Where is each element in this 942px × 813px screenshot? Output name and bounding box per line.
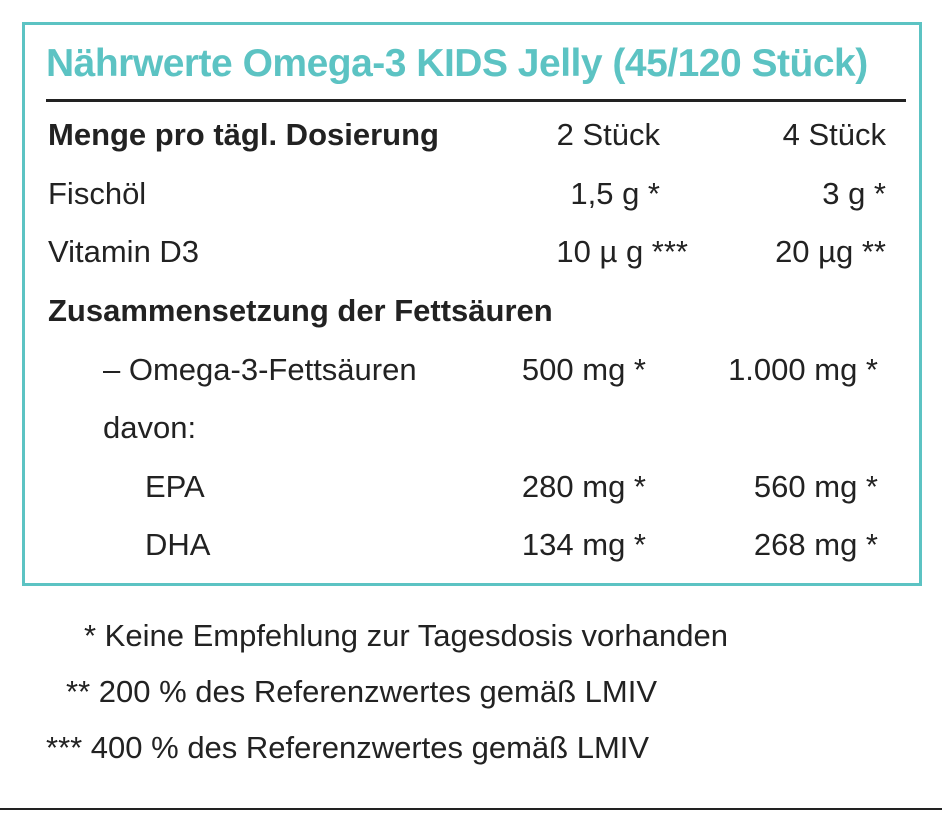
bottom-rule bbox=[0, 808, 942, 810]
row-label: Menge pro tägl. Dosierung bbox=[48, 117, 439, 152]
footnote: * Keine Empfehlung zur Tagesdosis vorhan… bbox=[84, 618, 728, 653]
cell-value: 10 µ g *** bbox=[556, 234, 688, 269]
cell-value: 134 mg * bbox=[521, 527, 646, 562]
title: Nährwerte Omega-3 KIDS Jelly (45/120 Stü… bbox=[46, 42, 868, 85]
footnote: ** 200 % des Referenzwertes gemäß LMIV bbox=[66, 674, 657, 709]
row-label: DHA bbox=[145, 527, 211, 562]
title-rule bbox=[46, 99, 906, 102]
row-label: davon: bbox=[103, 410, 197, 445]
cell-value: 3 g * bbox=[822, 176, 886, 211]
cell-value: 560 mg * bbox=[753, 469, 878, 504]
table-frame bbox=[22, 22, 922, 586]
row-label: – Omega-3-Fettsäuren bbox=[103, 352, 417, 387]
cell-value: 268 mg * bbox=[753, 527, 878, 562]
cell-value: 1.000 mg * bbox=[728, 352, 878, 387]
cell-value: 280 mg * bbox=[521, 469, 646, 504]
column-header: 2 Stück bbox=[556, 117, 660, 152]
cell-value: 20 µg ** bbox=[775, 234, 886, 269]
cell-value: 500 mg * bbox=[521, 352, 646, 387]
row-label: EPA bbox=[145, 469, 205, 504]
footnote: *** 400 % des Referenzwertes gemäß LMIV bbox=[46, 730, 650, 765]
cell-value: 1,5 g * bbox=[570, 176, 660, 211]
column-header: 4 Stück bbox=[782, 117, 886, 152]
row-label: Vitamin D3 bbox=[48, 234, 200, 269]
section-label: Zusammensetzung der Fettsäuren bbox=[48, 293, 553, 328]
row-label: Fischöl bbox=[48, 176, 147, 211]
